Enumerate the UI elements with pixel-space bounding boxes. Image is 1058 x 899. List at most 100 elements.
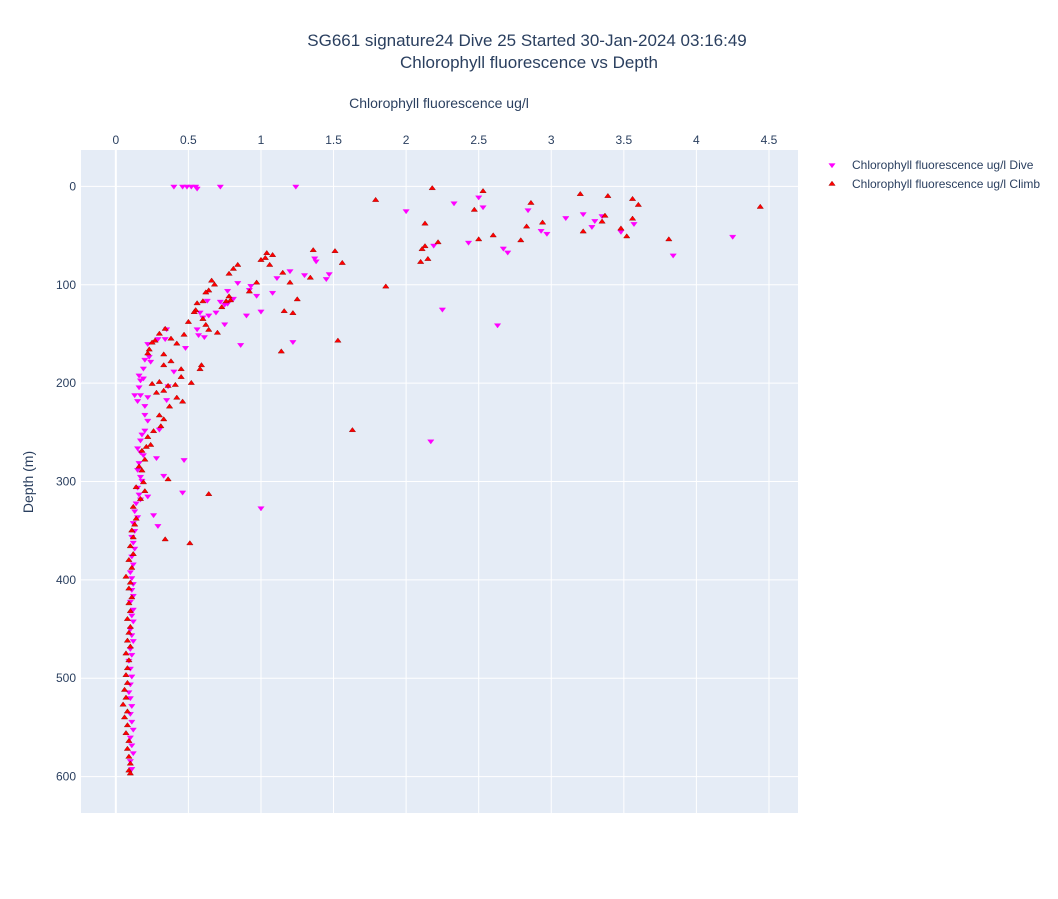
climb-point — [253, 279, 261, 285]
dive-point — [242, 313, 251, 319]
dive-point — [311, 256, 319, 262]
climb-point — [155, 330, 163, 336]
climb-point — [205, 287, 213, 293]
climb-point — [331, 248, 339, 253]
climb-point — [125, 556, 133, 562]
climb-point — [138, 447, 146, 453]
dive-point — [729, 234, 737, 240]
dive-point — [402, 209, 410, 215]
dive-point — [325, 272, 333, 278]
climb-series — [119, 185, 764, 776]
climb-point — [665, 236, 673, 242]
dive-point — [591, 219, 599, 225]
climb-point — [126, 760, 134, 766]
climb-point — [286, 279, 294, 285]
climb-point — [160, 351, 168, 357]
climb-point — [257, 256, 265, 262]
dive-point — [588, 225, 596, 230]
y-tick-label: 400 — [56, 573, 76, 587]
y-tick-label: 500 — [56, 671, 76, 685]
chart-subtitle: Chlorophyll fluorescence vs Depth — [400, 53, 658, 72]
climb-point — [199, 315, 207, 321]
dive-point — [128, 576, 136, 582]
y-tick-label: 0 — [69, 179, 76, 193]
dive-point — [193, 327, 201, 333]
climb-point — [144, 434, 152, 439]
dive-point — [149, 513, 158, 519]
dive-point — [134, 446, 142, 452]
dive-point — [427, 439, 435, 445]
x-tick-label: 2.5 — [470, 133, 487, 147]
dive-point — [499, 246, 507, 252]
climb-point — [164, 476, 172, 482]
dive-point — [152, 456, 161, 462]
climb-point — [202, 289, 210, 295]
climb-point — [434, 239, 442, 245]
dive-point — [212, 310, 220, 316]
climb-point — [147, 441, 155, 447]
dive-point — [129, 619, 137, 625]
climb-point — [128, 564, 136, 570]
dive-point — [183, 184, 191, 190]
x-tick-label: 3.5 — [615, 133, 632, 147]
climb-point — [289, 310, 297, 315]
dive-point — [136, 393, 145, 399]
dive-point — [286, 269, 294, 275]
climb-point — [579, 228, 587, 234]
dive-point — [180, 458, 188, 464]
climb-point — [226, 297, 235, 303]
dive-point — [216, 184, 224, 190]
climb-point — [125, 753, 133, 759]
climb-point — [123, 665, 132, 671]
climb-point — [205, 326, 213, 332]
climb-point — [190, 309, 198, 314]
climb-point — [132, 515, 140, 521]
dive-point — [129, 540, 137, 546]
climb-point — [160, 416, 168, 422]
dive-point — [438, 307, 446, 313]
triangle-down-icon — [828, 163, 836, 169]
climb-point — [144, 350, 152, 356]
dive-point — [181, 346, 190, 351]
climb-point — [184, 318, 193, 324]
dive-point — [128, 674, 136, 680]
climb-point — [125, 600, 133, 606]
climb-point — [187, 379, 195, 385]
legend[interactable]: Chlorophyll fluorescence ug/l Dive Chloro… — [828, 158, 1041, 191]
legend-item-climb[interactable]: Chlorophyll fluorescence ug/l Climb — [828, 177, 1041, 191]
y-tick-label: 100 — [56, 278, 76, 292]
climb-point — [266, 261, 274, 267]
dive-point — [537, 229, 545, 234]
dive-point — [131, 509, 139, 515]
climb-point — [334, 337, 342, 343]
dive-point — [234, 281, 242, 287]
dive-point — [289, 340, 297, 346]
climb-point — [161, 536, 169, 542]
legend-item-dive[interactable]: Chlorophyll fluorescence ug/l Dive — [828, 158, 1034, 172]
dive-point — [203, 298, 211, 304]
y-tick-label: 600 — [56, 770, 76, 784]
x-tick-label: 3 — [548, 133, 555, 147]
climb-point — [128, 594, 136, 600]
dive-point — [135, 373, 143, 379]
dive-point — [134, 399, 142, 405]
climb-point — [372, 196, 380, 202]
climb-point — [234, 261, 242, 267]
dive-point — [128, 613, 136, 619]
dive-point — [144, 395, 152, 401]
dive-point — [247, 284, 255, 289]
y-tick-label: 300 — [56, 475, 76, 489]
climb-point — [139, 479, 148, 485]
climb-point — [125, 737, 133, 743]
climb-point — [128, 527, 136, 533]
climb-point — [470, 206, 478, 212]
climb-point — [338, 259, 346, 265]
climb-point — [165, 403, 174, 409]
dive-point — [139, 366, 148, 372]
climb-point — [164, 382, 172, 388]
climb-point — [125, 629, 133, 635]
dive-point — [141, 357, 149, 363]
climb-point — [601, 212, 609, 218]
axes: 0 0.5 1 1.5 2 2.5 3 3.5 4 4.5 0 100 200 300 400 500 600 — [56, 133, 778, 784]
